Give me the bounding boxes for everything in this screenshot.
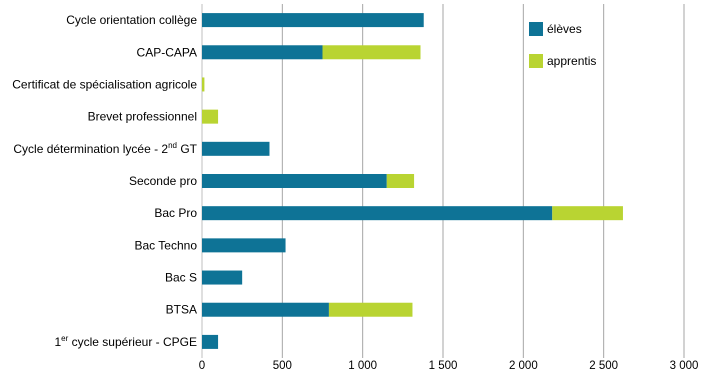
bar-apprentis-5 xyxy=(386,174,415,188)
bar-eleves-5 xyxy=(202,174,387,188)
bar-eleves-9 xyxy=(202,302,329,317)
x-tick-labels: 0 500 1 000 1 500 2 000 2 500 3 000 xyxy=(199,360,699,372)
bar-eleves-6 xyxy=(202,206,553,221)
x-tick-label-500: 500 xyxy=(273,360,292,372)
category-label-10: 1er cycle supérieur - CPGE xyxy=(54,334,197,349)
category-label-2: Certificat de spécialisation agricole xyxy=(12,77,197,91)
bar-eleves-7 xyxy=(202,238,286,253)
bar-eleves-10 xyxy=(202,334,219,349)
x-tick-label-2500: 2 500 xyxy=(589,360,618,372)
category-label-8: Bac S xyxy=(165,271,197,285)
bar-apprentis-2 xyxy=(202,77,205,92)
bar-apprentis-9 xyxy=(328,302,413,317)
bar-eleves-4 xyxy=(202,141,270,156)
bars xyxy=(202,13,623,349)
legend-swatch-0 xyxy=(529,22,543,36)
legend: élèves apprentis xyxy=(529,22,596,68)
x-tick-label-3000: 3 000 xyxy=(670,360,699,372)
category-label-7: Bac Techno xyxy=(135,238,198,252)
category-label-4: Cycle détermination lycée - 2nd GT xyxy=(13,141,197,156)
category-label-5: Seconde pro xyxy=(129,174,197,188)
bar-apprentis-1 xyxy=(322,45,421,60)
x-tick-label-1000: 1 000 xyxy=(348,360,377,372)
bar-eleves-1 xyxy=(202,45,323,60)
legend-swatch-1 xyxy=(529,54,543,68)
category-label-9: BTSA xyxy=(166,303,197,317)
legend-label-1: apprentis xyxy=(547,54,596,68)
x-tick-label-2000: 2 000 xyxy=(509,360,538,372)
category-label-3: Brevet professionnel xyxy=(88,110,197,124)
category-labels: Cycle orientation collège CAP-CAPA Certifi… xyxy=(12,13,197,349)
legend-label-0: élèves xyxy=(547,22,582,36)
bar-eleves-0 xyxy=(202,13,424,28)
category-label-6: Bac Pro xyxy=(154,206,197,220)
category-label-1: CAP-CAPA xyxy=(137,45,197,59)
bar-eleves-8 xyxy=(202,270,243,285)
x-tick-label-1500: 1 500 xyxy=(429,360,458,372)
x-tick-label-0: 0 xyxy=(199,360,205,372)
bar-apprentis-3 xyxy=(202,109,219,124)
bar-apprentis-6 xyxy=(552,206,623,221)
category-label-0: Cycle orientation collège xyxy=(66,13,197,27)
